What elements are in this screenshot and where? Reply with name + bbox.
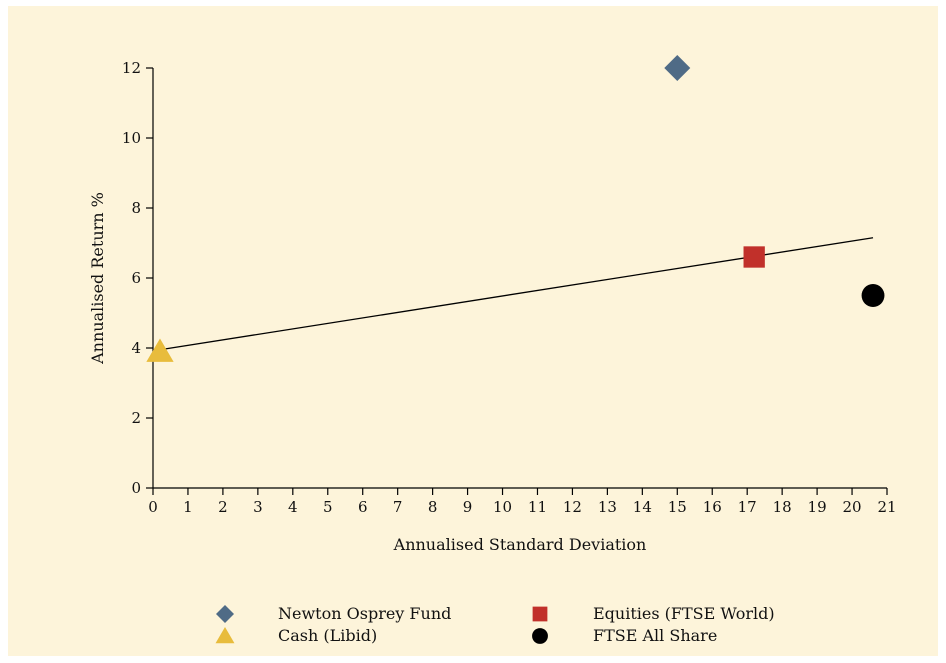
x-tick-label: 20 [843,498,862,516]
x-tick-label: 2 [218,498,228,516]
x-tick-label: 5 [323,498,333,516]
data-point-triangle-marker [146,338,174,362]
axes [152,68,887,489]
x-axis-title: Annualised Standard Deviation [393,535,647,554]
data-point-square-marker [743,246,765,268]
x-tick-label: 15 [668,498,687,516]
chart-panel [8,6,938,656]
legend-square-icon [532,606,548,622]
x-axis-ticks: 0 1 2 3 4 5 6 7 8 9 10 11 12 13 14 15 16 17 18 19 20 21 [148,488,897,516]
x-tick-label: 21 [877,498,896,516]
y-tick-label: 10 [122,129,141,147]
legend-label: Newton Osprey Fund [278,604,451,623]
y-tick-label: 0 [131,479,141,497]
x-tick-label: 17 [738,498,757,516]
data-point-circle-marker [861,284,885,307]
legend-label: Equities (FTSE World) [593,604,775,623]
y-tick-label: 4 [131,339,141,357]
x-tick-label: 3 [253,498,263,516]
x-tick-label: 12 [563,498,582,516]
legend-diamond-icon [216,605,234,623]
legend: Newton Osprey Fund Equities (FTSE World) C… [215,604,775,645]
legend-triangle-icon [215,627,235,644]
y-tick-label: 6 [131,269,141,287]
x-tick-label: 7 [393,498,403,516]
x-tick-label: 18 [773,498,792,516]
x-tick-label: 13 [598,498,617,516]
x-tick-label: 9 [463,498,473,516]
x-tick-label: 1 [183,498,193,516]
data-points [146,55,885,362]
x-tick-label: 14 [633,498,652,516]
trendline [159,237,874,351]
x-tick-label: 16 [703,498,722,516]
legend-label: Cash (Libid) [278,626,377,645]
y-axis-title: Annualised Return % [88,192,107,365]
y-tick-label: 8 [131,199,141,217]
x-tick-label: 11 [528,498,547,516]
x-tick-label: 8 [428,498,438,516]
x-tick-label: 0 [148,498,158,516]
x-tick-label: 10 [493,498,512,516]
x-tick-label: 6 [358,498,368,516]
legend-label: FTSE All Share [593,626,717,645]
y-tick-label: 2 [131,409,141,427]
y-axis-ticks: 0 2 4 6 8 10 12 [122,59,153,497]
x-tick-label: 19 [808,498,827,516]
y-tick-label: 12 [122,59,141,77]
legend-circle-icon [532,628,548,644]
x-tick-label: 4 [288,498,298,516]
data-point-diamond-marker [664,55,691,81]
